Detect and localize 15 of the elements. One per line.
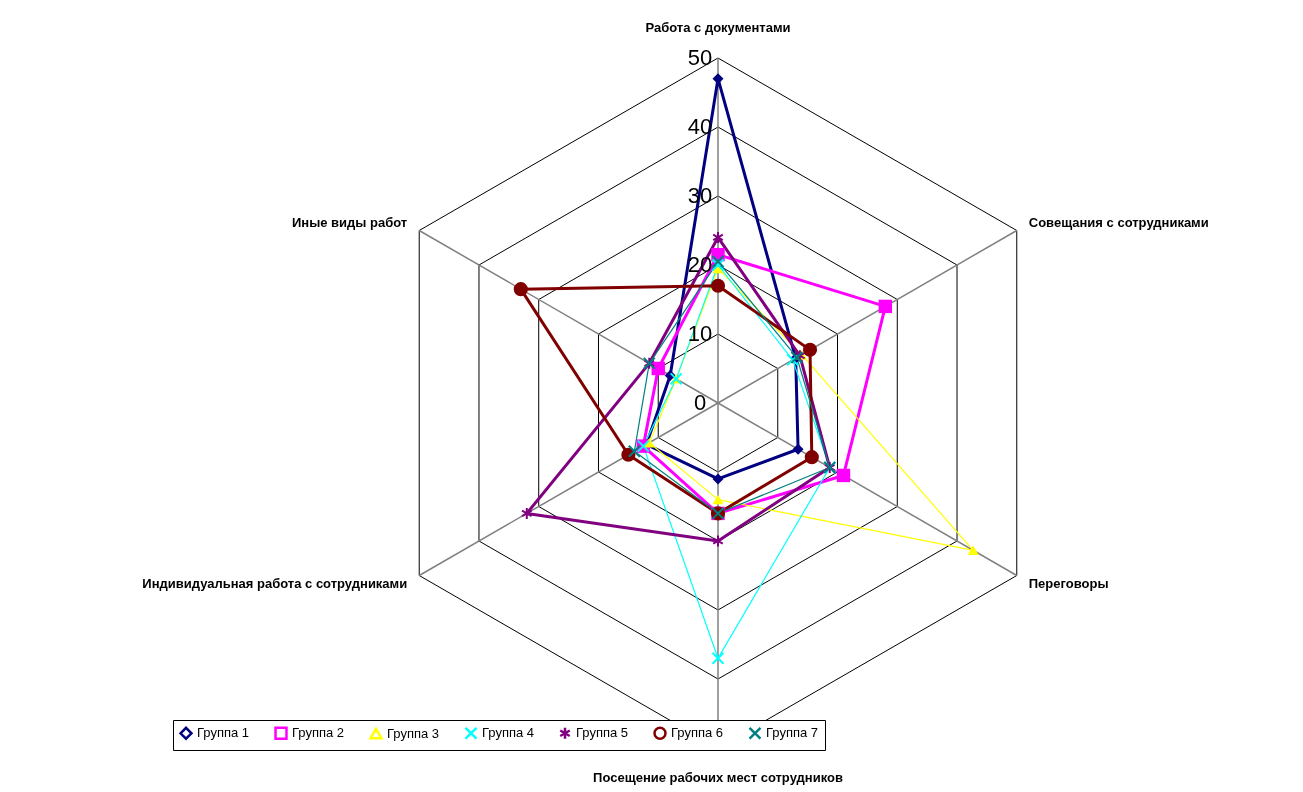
legend-label: Группа 3 [387,725,440,741]
legend-label: Группа 6 [671,725,724,741]
spoke-label: Индивидуальная работа с сотрудниками [142,575,408,591]
spoke-label: Совещания с сотрудниками [1028,214,1209,230]
spoke-label: Иные виды работ [291,214,408,230]
legend-label: Группа 5 [576,725,629,741]
legend-label: Группа 2 [292,725,345,741]
y-tick-label: 0 [693,390,707,415]
legend-label: Группа 4 [482,725,535,741]
spoke-label: Работа с документами [645,20,791,35]
spoke-label: Переговоры [1028,575,1109,591]
spoke-label: Посещение рабочих мест сотрудников [593,770,843,785]
legend-label: Группа 1 [197,725,250,741]
y-tick-label: 50 [687,45,713,70]
legend-label: Группа 7 [766,725,819,741]
